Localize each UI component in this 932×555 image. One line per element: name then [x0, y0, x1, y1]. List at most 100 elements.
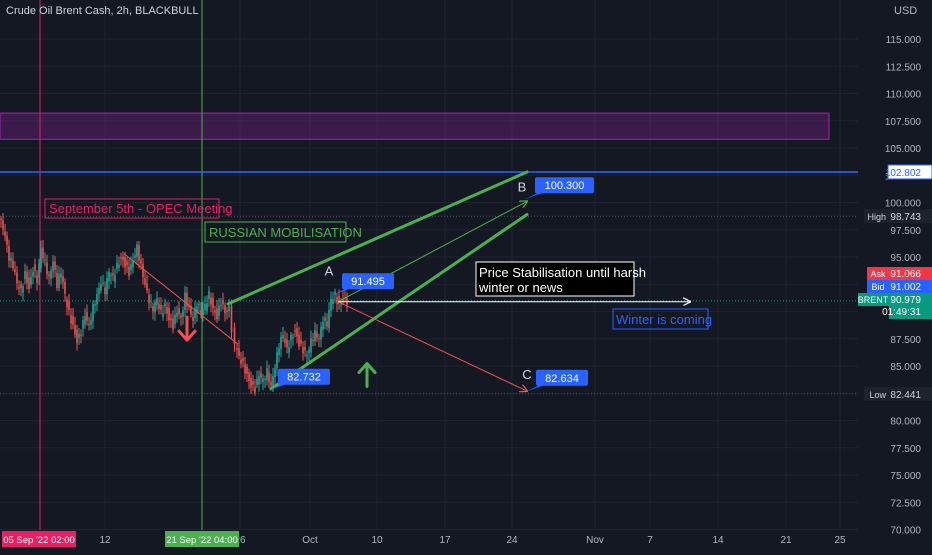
low-price-tag-bg — [888, 386, 932, 401]
candle-body — [190, 306, 192, 315]
time-marker-label: 21 Sep '22 04:00 — [166, 535, 238, 546]
candle-body — [310, 338, 312, 353]
candle-body — [132, 260, 134, 268]
candle-body — [138, 245, 140, 261]
stabilisation-annotation-box — [475, 261, 635, 297]
callout-box — [535, 177, 594, 194]
candle-body — [160, 305, 162, 310]
candle-body — [88, 324, 90, 326]
candle-body — [286, 339, 288, 348]
candle-body — [118, 264, 120, 268]
candle-body — [248, 372, 250, 382]
ask-price-bg — [889, 267, 932, 280]
high-price-tag-value: 98.743 — [890, 212, 921, 223]
candle-body — [174, 314, 176, 324]
candle-body — [38, 263, 40, 278]
candle-body — [8, 246, 10, 261]
candle-body — [28, 277, 30, 290]
time-marker-bg — [2, 531, 76, 547]
candle-body — [32, 271, 34, 277]
candle-body — [80, 334, 82, 336]
last-price-bg — [889, 293, 932, 319]
time-marker-bg — [165, 531, 239, 547]
stabilisation-annotation-line1: Price Stabilisation until harsh — [479, 265, 646, 280]
candle-body — [46, 262, 48, 275]
time-axis-tick: 10 — [371, 535, 383, 546]
candle-body — [308, 349, 310, 353]
candle-body — [336, 297, 338, 304]
candle-body — [44, 259, 46, 261]
price-axis-tick: 72.500 — [890, 498, 921, 509]
candle-body — [60, 273, 62, 278]
candle-body — [142, 263, 144, 278]
candle-body — [172, 318, 174, 330]
candle-body — [284, 338, 286, 343]
time-axis-tick: 17 — [439, 535, 451, 546]
candle-body — [318, 338, 320, 340]
candle-body — [278, 348, 280, 355]
candle-body — [162, 313, 164, 318]
candle-body — [150, 300, 152, 302]
high-price-tag-tag-bg — [864, 209, 888, 224]
price-axis-tick: 85.000 — [890, 362, 921, 373]
candle-body — [312, 340, 314, 342]
candle-body — [264, 379, 266, 381]
candle-body — [230, 305, 233, 333]
candle-body — [282, 335, 284, 339]
mobilisation-annotation-box — [204, 221, 347, 243]
candle-body — [148, 294, 150, 304]
candle-body — [4, 231, 6, 237]
candle-body — [186, 292, 188, 307]
candle-body — [70, 315, 72, 324]
bid-price-value: 91.002 — [890, 282, 921, 293]
price-callout: 82.732 — [268, 368, 330, 391]
price-axis-tick: 110.000 — [886, 90, 922, 101]
time-axis-tick: Nov — [586, 535, 604, 546]
candle-body — [334, 291, 336, 295]
ask-price-value: 91.066 — [890, 269, 921, 280]
candle-body — [184, 292, 186, 310]
candle-body — [12, 260, 14, 269]
last-price-value: 90.979 — [890, 295, 921, 306]
candle-body — [250, 378, 252, 388]
callout-box — [342, 273, 394, 290]
candle-body — [298, 334, 300, 347]
candle-body — [320, 326, 322, 340]
candle-body — [36, 275, 38, 283]
opec-annotation-text: September 5th - OPEC Meeting — [49, 201, 233, 216]
candle-body — [94, 304, 96, 306]
bid-tag-label: Bid — [871, 282, 884, 292]
candle-body — [134, 255, 136, 258]
candle-body — [218, 305, 220, 317]
price-axis-tick: 107.500 — [885, 117, 922, 128]
candle-body — [72, 315, 74, 325]
projection-line — [337, 301, 527, 391]
winter-annotation-text: Winter is coming — [616, 312, 712, 327]
candle-body — [170, 318, 172, 321]
candle-body — [288, 347, 290, 353]
candle-body — [296, 328, 298, 337]
candle-body — [222, 300, 224, 305]
candle-body — [84, 316, 86, 325]
candle-body — [68, 301, 70, 310]
callout-box — [536, 369, 588, 386]
candle-body — [164, 303, 166, 307]
price-axis-tick: 105.000 — [885, 144, 922, 155]
mobilisation-annotation-text: RUSSIAN MOBILISATION — [209, 225, 362, 240]
time-marker-label: 05 Sep '22 02:00 — [3, 535, 75, 546]
callout-box — [278, 368, 330, 385]
candle-body — [238, 348, 240, 356]
candle-body — [124, 257, 126, 268]
up-arrow-icon — [357, 362, 377, 389]
bid-price-bg — [889, 280, 932, 293]
candle-body — [10, 257, 12, 261]
candle-body — [178, 308, 180, 315]
resistance-price-tag-border — [887, 164, 932, 180]
candle-body — [228, 305, 230, 312]
candle-body — [106, 278, 108, 295]
candle-body — [324, 317, 326, 322]
last-tag-bg — [858, 293, 889, 306]
candle-body — [56, 273, 58, 289]
